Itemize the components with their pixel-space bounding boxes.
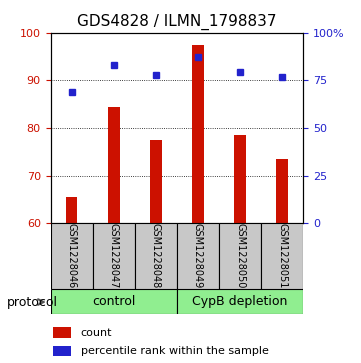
Text: GSM1228047: GSM1228047 [109, 223, 119, 289]
Text: GSM1228051: GSM1228051 [277, 223, 287, 289]
Text: percentile rank within the sample: percentile rank within the sample [81, 346, 269, 356]
Text: count: count [81, 327, 112, 338]
Bar [135, 223, 177, 289]
Bar [192, 45, 204, 223]
Bar [93, 223, 135, 289]
Bar [234, 135, 246, 223]
Text: GSM1228048: GSM1228048 [151, 223, 161, 289]
Bar [261, 223, 303, 289]
Bar [51, 289, 177, 314]
Bar [51, 223, 93, 289]
Text: CypB depletion: CypB depletion [192, 295, 288, 308]
Text: protocol: protocol [7, 295, 58, 309]
Bar [53, 346, 71, 356]
Bar [150, 140, 162, 223]
Bar [219, 223, 261, 289]
Bar [66, 197, 78, 223]
Bar [108, 106, 119, 223]
Bar [276, 159, 288, 223]
Title: GDS4828 / ILMN_1798837: GDS4828 / ILMN_1798837 [77, 14, 277, 30]
Bar [53, 327, 71, 338]
Text: control: control [92, 295, 135, 308]
Bar [177, 223, 219, 289]
Bar [177, 289, 303, 314]
Text: GSM1228046: GSM1228046 [66, 223, 77, 289]
Text: GSM1228049: GSM1228049 [193, 223, 203, 289]
Text: GSM1228050: GSM1228050 [235, 223, 245, 289]
